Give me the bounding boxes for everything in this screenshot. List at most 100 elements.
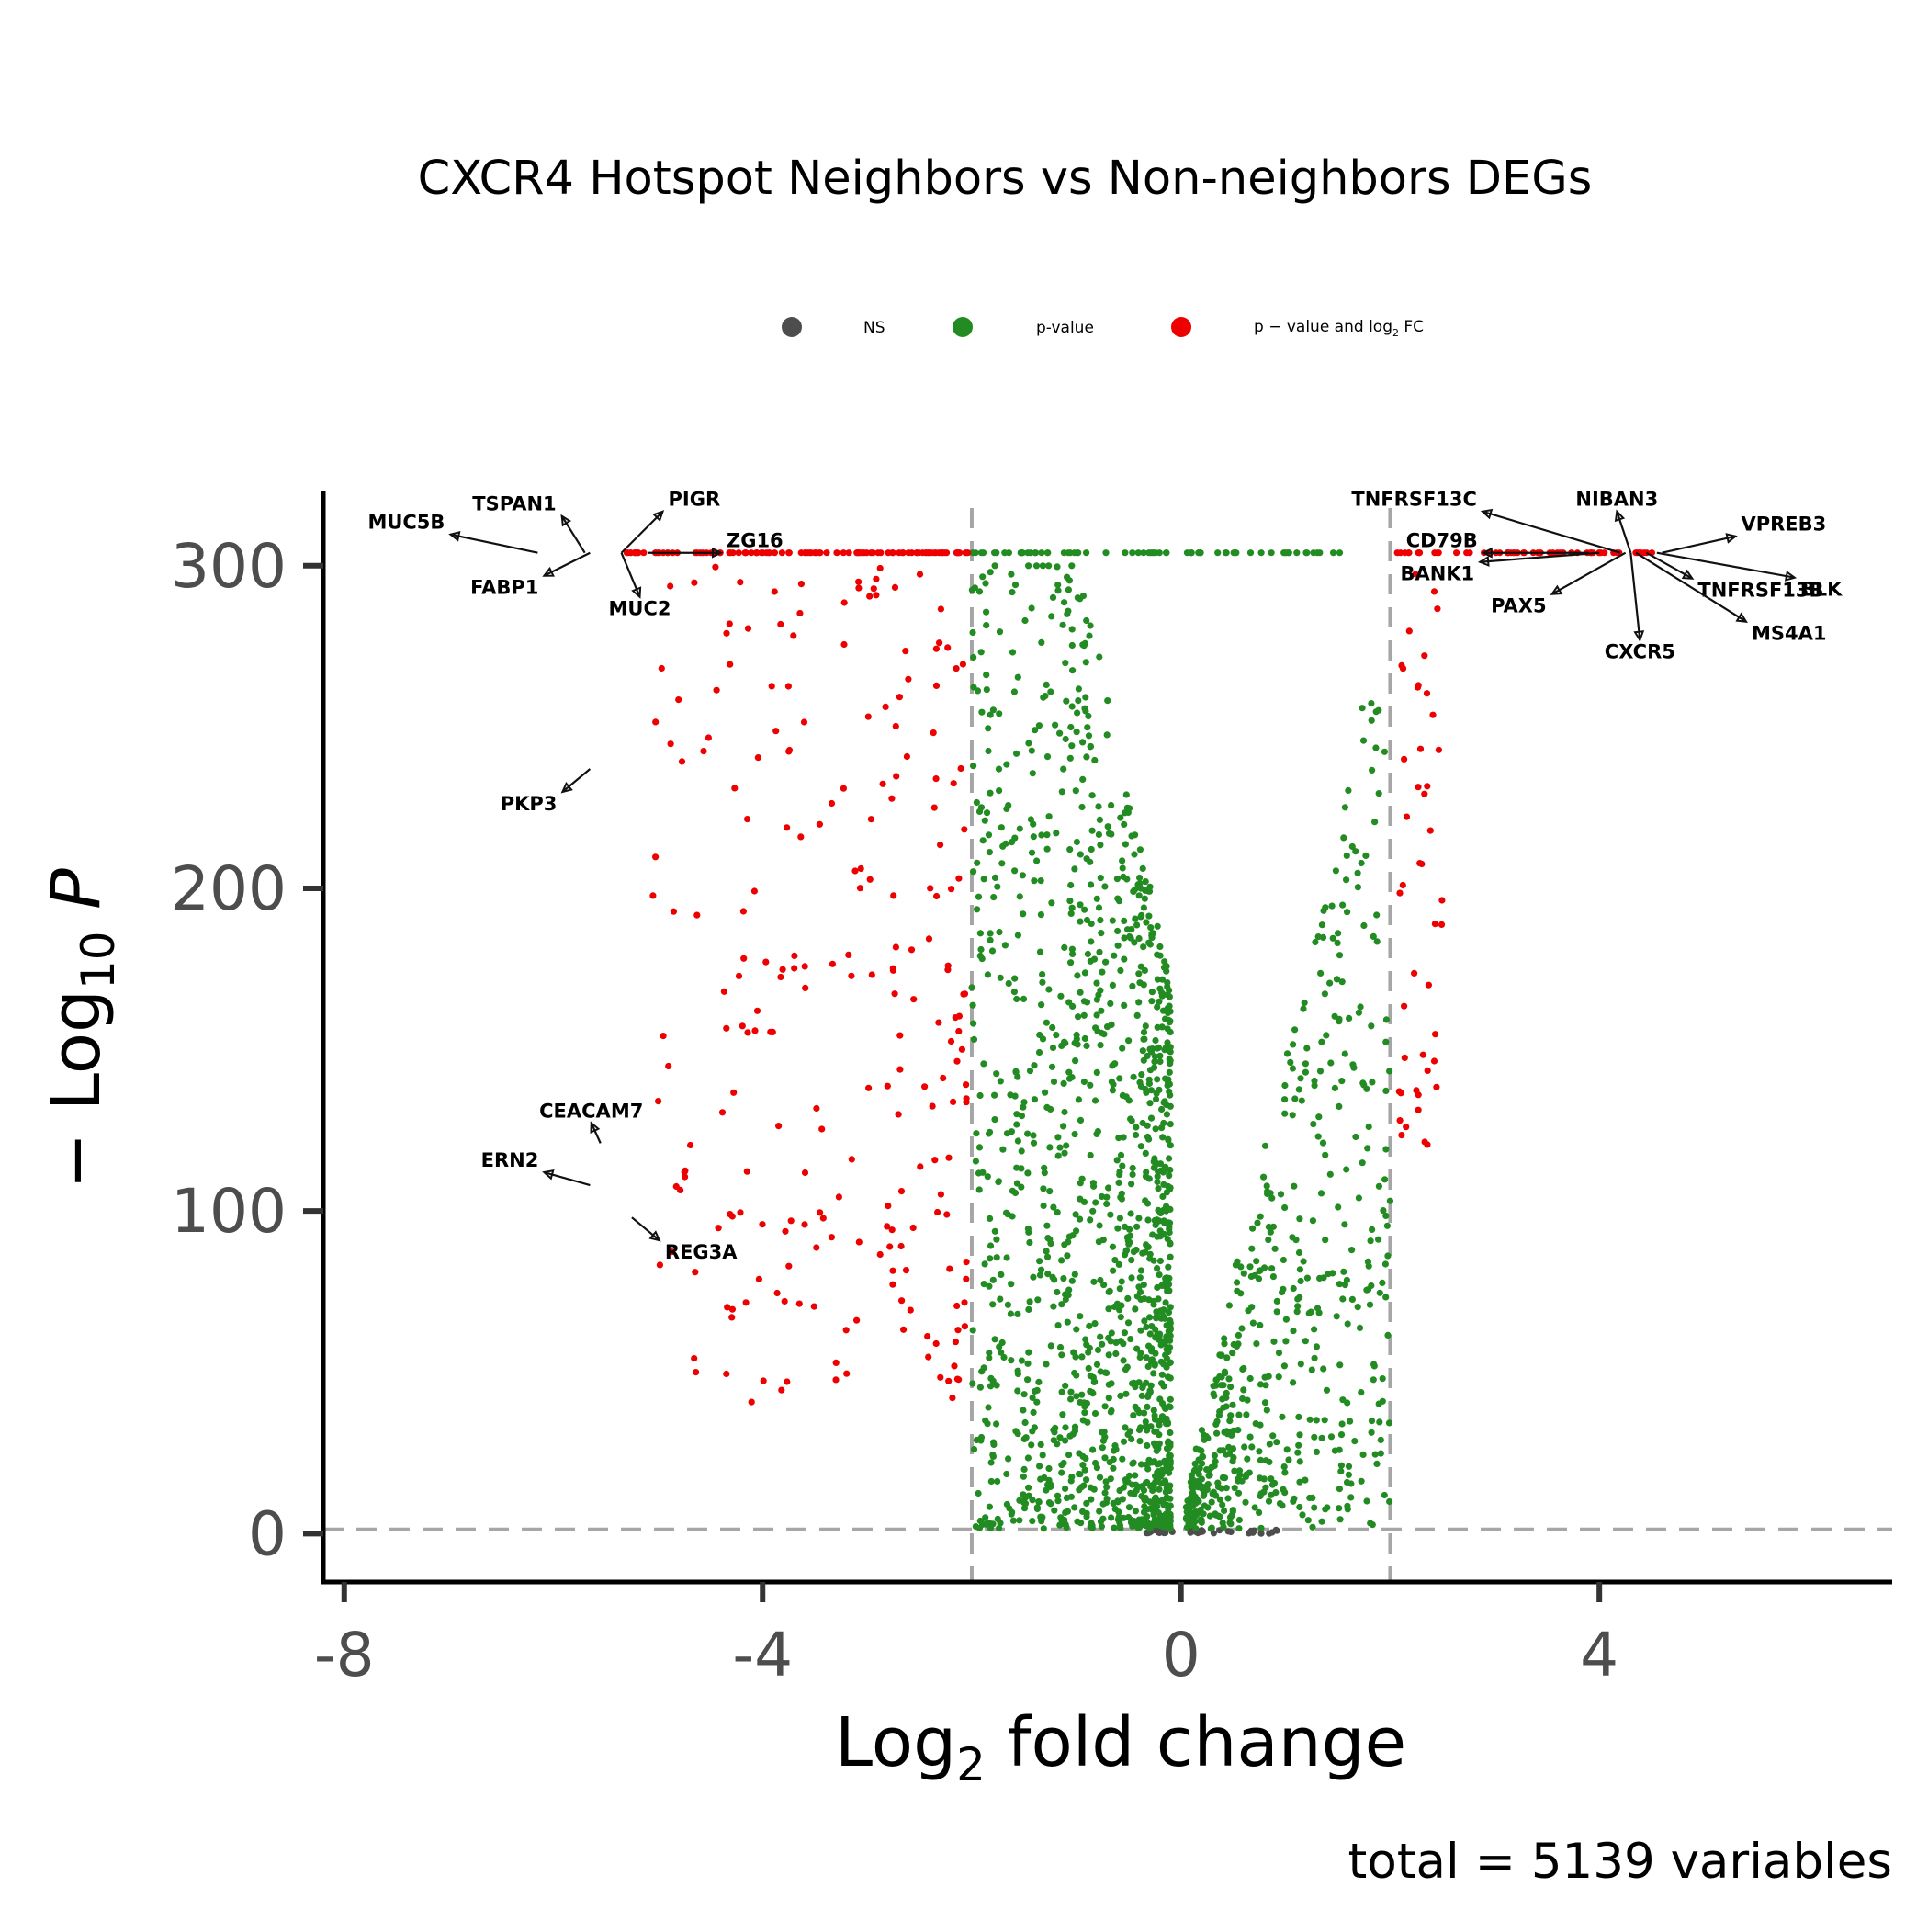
point-pvalue xyxy=(984,971,991,978)
point-pvalue xyxy=(987,1242,995,1249)
point-pvalue-fc xyxy=(876,1250,884,1259)
point-pvalue xyxy=(1107,1475,1114,1483)
point-pvalue xyxy=(1117,814,1124,821)
point-pvalue xyxy=(1163,549,1170,557)
point-pvalue xyxy=(1152,1221,1159,1228)
point-pvalue-fc xyxy=(845,951,852,958)
legend-label-pvalue-fc: p − value and log2 FC xyxy=(1254,318,1424,339)
point-pvalue xyxy=(989,1452,997,1460)
point-pvalue xyxy=(1311,1077,1318,1085)
point-pvalue-fc xyxy=(955,1012,963,1020)
point-pvalue-fc xyxy=(910,996,918,1003)
point-pvalue-fc xyxy=(767,1028,774,1035)
point-pvalue xyxy=(996,787,1003,795)
point-pvalue xyxy=(1341,1221,1348,1228)
point-pvalue-fc xyxy=(931,1157,939,1164)
point-pvalue-fc xyxy=(735,972,743,979)
point-pvalue xyxy=(1037,1475,1044,1483)
point-pvalue xyxy=(1294,1303,1302,1310)
point-pvalue xyxy=(1065,607,1072,615)
point-pvalue xyxy=(1141,1317,1148,1325)
point-pvalue xyxy=(1050,1437,1057,1444)
point-pvalue xyxy=(1153,1312,1161,1319)
point-pvalue xyxy=(1165,1506,1172,1513)
gene-arrow-tnfrsf13c xyxy=(1482,510,1621,554)
point-pvalue xyxy=(1167,1253,1174,1260)
point-pvalue xyxy=(1153,1447,1160,1454)
point-pvalue xyxy=(1080,998,1088,1005)
point-pvalue xyxy=(1062,735,1069,743)
point-pvalue-fc xyxy=(888,1226,896,1234)
point-pvalue-fc xyxy=(1415,1091,1422,1099)
point-pvalue xyxy=(1038,549,1045,557)
point-pvalue xyxy=(1164,983,1171,990)
point-pvalue-fc xyxy=(751,1027,759,1034)
point-pvalue-fc xyxy=(813,1244,820,1251)
point-pvalue xyxy=(1290,1379,1297,1386)
point-pvalue-fc xyxy=(755,1275,763,1282)
point-pvalue xyxy=(1086,632,1093,639)
point-pvalue xyxy=(1095,830,1102,839)
point-pvalue xyxy=(1368,1429,1375,1436)
point-pvalue xyxy=(1302,1068,1309,1076)
y-tick-label-1: 100 xyxy=(171,1176,287,1247)
point-pvalue-fc xyxy=(782,1227,789,1235)
point-pvalue xyxy=(1200,1492,1207,1499)
point-pvalue xyxy=(1323,1032,1330,1039)
point-pvalue xyxy=(1152,1161,1159,1169)
point-pvalue xyxy=(1344,909,1351,916)
point-pvalue xyxy=(1225,1302,1233,1309)
point-pvalue-fc xyxy=(853,1316,861,1324)
point-pvalue-fc xyxy=(1430,588,1438,595)
point-pvalue xyxy=(1166,1002,1173,1010)
point-pvalue xyxy=(1296,1431,1303,1439)
point-pvalue xyxy=(1060,1459,1067,1467)
gene-arrowhead-fabp1 xyxy=(542,566,555,577)
point-pvalue xyxy=(1167,1495,1174,1502)
svg-text:− Log10 P: − Log10 P xyxy=(37,868,125,1190)
gene-label-zg16: ZG16 xyxy=(727,530,784,552)
point-pvalue xyxy=(1091,1097,1099,1104)
point-pvalue xyxy=(1048,899,1055,907)
point-pvalue xyxy=(1099,1237,1107,1244)
point-pvalue xyxy=(1257,1524,1265,1531)
point-pvalue xyxy=(1290,1328,1297,1335)
point-pvalue xyxy=(1161,1046,1168,1054)
point-pvalue xyxy=(1269,1432,1277,1440)
point-pvalue xyxy=(1268,549,1275,557)
point-pvalue xyxy=(1135,934,1143,943)
point-pvalue xyxy=(1199,1453,1207,1461)
point-pvalue xyxy=(1029,770,1036,777)
point-pvalue xyxy=(1221,1340,1228,1348)
point-pvalue xyxy=(1144,1427,1151,1434)
point-pvalue-fc xyxy=(843,1370,851,1377)
point-pvalue xyxy=(1242,1498,1249,1506)
point-pvalue-fc xyxy=(892,943,900,951)
point-pvalue xyxy=(983,1520,990,1528)
point-pvalue xyxy=(1110,1080,1117,1088)
point-pvalue xyxy=(1088,920,1095,928)
point-pvalue xyxy=(1091,1320,1099,1328)
gene-arrow-tspan1 xyxy=(560,515,586,554)
point-pvalue xyxy=(987,1477,995,1486)
point-pvalue xyxy=(1154,1023,1161,1031)
point-pvalue-fc xyxy=(897,1242,905,1250)
point-pvalue xyxy=(1089,1446,1097,1453)
point-pvalue xyxy=(1013,750,1020,757)
point-pvalue xyxy=(1223,1389,1230,1396)
point-pvalue xyxy=(1009,1187,1016,1194)
point-pvalue xyxy=(1076,1450,1083,1457)
point-pvalue xyxy=(1296,1478,1303,1486)
point-pvalue xyxy=(1045,1464,1053,1473)
point-pvalue xyxy=(1098,1007,1105,1014)
point-pvalue xyxy=(1120,1134,1127,1141)
point-pvalue xyxy=(1137,1461,1145,1468)
point-pvalue xyxy=(1338,1078,1346,1085)
point-pvalue-fc xyxy=(840,549,847,557)
point-pvalue xyxy=(1091,756,1099,764)
point-pvalue xyxy=(1014,1367,1021,1374)
point-pvalue xyxy=(1133,1124,1140,1131)
point-pvalue xyxy=(1068,562,1076,570)
point-pvalue xyxy=(1054,582,1062,589)
point-pvalue xyxy=(1215,1512,1223,1520)
